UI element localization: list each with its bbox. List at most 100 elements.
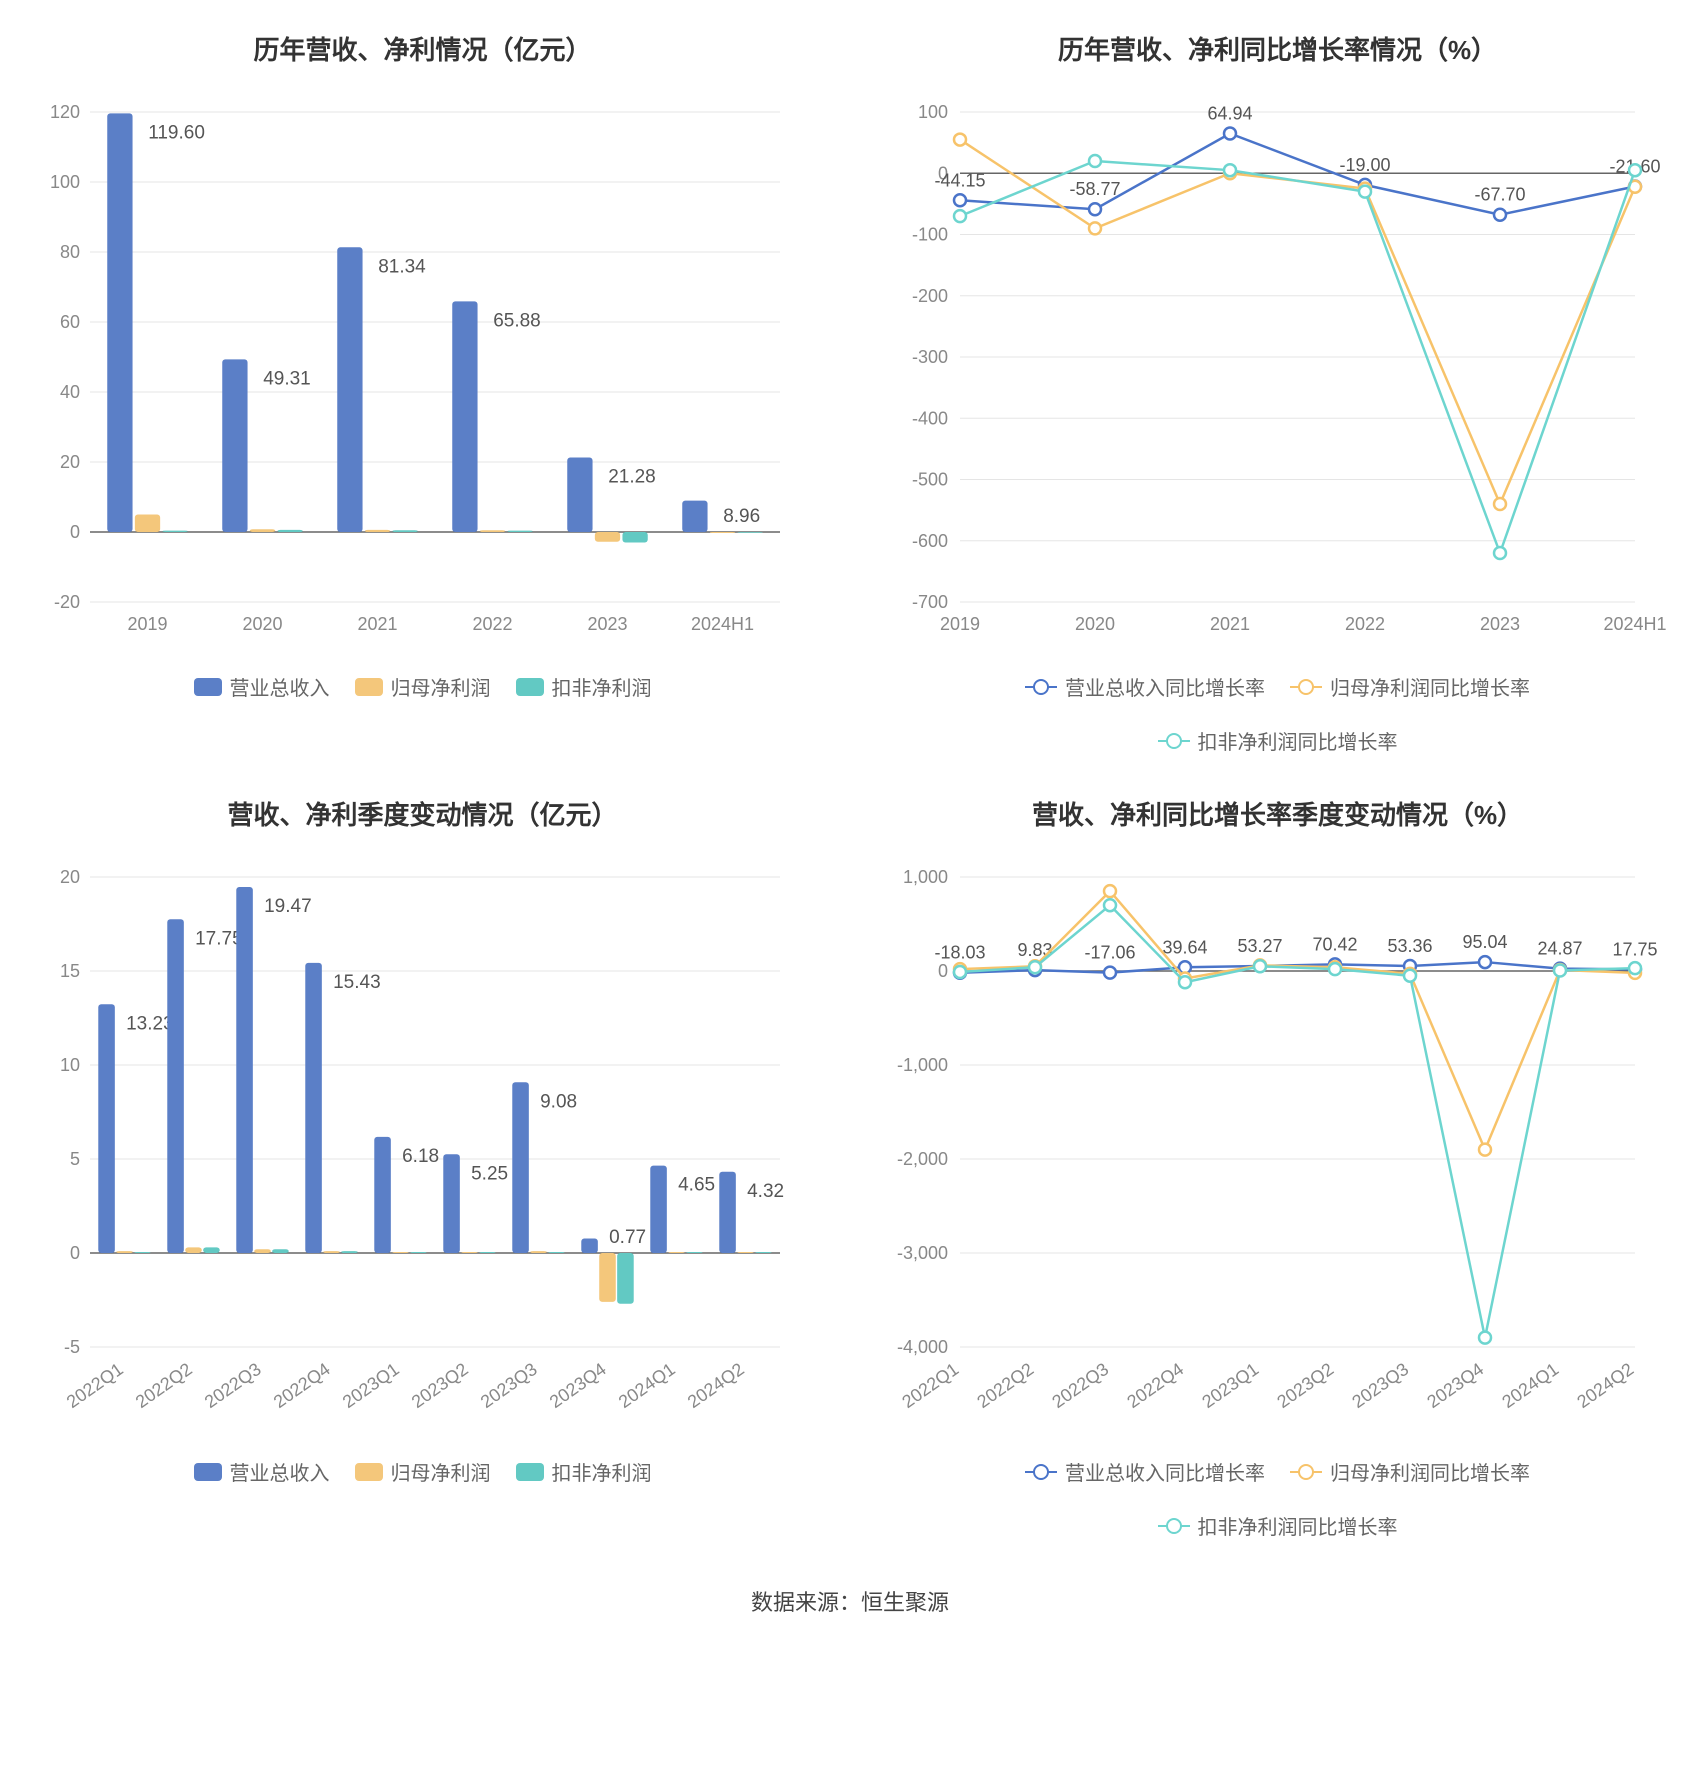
legend-quarterly-bar: 营业总收入 归母净利润 扣非净利润 [194,1457,652,1486]
svg-text:2023: 2023 [587,614,627,634]
svg-text:65.88: 65.88 [493,310,541,331]
legend-label: 营业总收入 [230,672,330,701]
svg-text:95.04: 95.04 [1462,932,1507,952]
svg-text:-67.70: -67.70 [1474,185,1525,205]
svg-text:15: 15 [60,961,80,981]
panel-title: 历年营收、净利情况（亿元） [253,30,591,67]
svg-text:2022Q4: 2022Q4 [1123,1359,1187,1412]
svg-text:-17.06: -17.06 [1084,943,1135,963]
svg-text:64.94: 64.94 [1207,103,1252,123]
svg-text:21.28: 21.28 [608,467,656,488]
svg-text:10: 10 [60,1055,80,1075]
svg-text:-5: -5 [64,1337,80,1357]
svg-text:-44.15: -44.15 [934,170,985,190]
panel-annual-bar: 历年营收、净利情况（亿元） -20020406080100120119.6020… [20,30,825,755]
legend-swatch [1290,686,1322,688]
svg-text:100: 100 [918,102,948,122]
legend-item: 营业总收入 [194,672,330,701]
legend-item: 营业总收入 [194,1457,330,1486]
svg-text:2022: 2022 [1345,614,1385,634]
svg-text:-19.00: -19.00 [1339,155,1390,175]
legend-label: 扣非净利润 [552,1457,652,1486]
svg-text:20: 20 [60,452,80,472]
panel-title: 营收、净利同比增长率季度变动情况（%） [1032,795,1523,832]
svg-text:2024Q2: 2024Q2 [1573,1359,1637,1412]
svg-text:2024H1: 2024H1 [691,614,754,634]
legend-annual-bar: 营业总收入 归母净利润 扣非净利润 [194,672,652,701]
svg-text:53.36: 53.36 [1387,936,1432,956]
legend-item: 扣非净利润 [516,1457,652,1486]
svg-text:-500: -500 [912,470,948,490]
svg-text:-18.03: -18.03 [934,943,985,963]
svg-text:-2,000: -2,000 [897,1149,948,1169]
svg-text:4.65: 4.65 [678,1175,715,1196]
svg-text:9.08: 9.08 [540,1091,577,1112]
svg-text:5: 5 [70,1149,80,1169]
svg-text:-400: -400 [912,408,948,428]
svg-text:-3,000: -3,000 [897,1243,948,1263]
svg-text:1,000: 1,000 [903,867,948,887]
legend-swatch [355,678,383,696]
svg-text:-4,000: -4,000 [897,1337,948,1357]
legend-label: 归母净利润 [391,672,491,701]
svg-text:81.34: 81.34 [378,256,426,277]
svg-text:53.27: 53.27 [1237,936,1282,956]
svg-text:2022Q3: 2022Q3 [201,1359,265,1412]
svg-text:100: 100 [50,172,80,192]
svg-text:2022Q1: 2022Q1 [898,1359,962,1412]
svg-text:5.25: 5.25 [471,1163,508,1184]
legend-item: 归母净利润同比增长率 [1290,672,1530,701]
svg-text:39.64: 39.64 [1162,937,1207,957]
legend-swatch [1290,1471,1322,1473]
svg-text:70.42: 70.42 [1312,934,1357,954]
svg-text:2020: 2020 [1075,614,1115,634]
svg-text:119.60: 119.60 [148,122,205,143]
legend-swatch [1025,1471,1057,1473]
legend-label: 扣非净利润同比增长率 [1198,726,1398,755]
legend-label: 扣非净利润同比增长率 [1198,1511,1398,1540]
panel-quarterly-bar: 营收、净利季度变动情况（亿元） -50510152013.232022Q117.… [20,795,825,1540]
svg-text:-100: -100 [912,225,948,245]
svg-text:-300: -300 [912,347,948,367]
svg-text:2024H1: 2024H1 [1603,614,1666,634]
chart-grid: 历年营收、净利情况（亿元） -20020406080100120119.6020… [20,30,1680,1540]
legend-swatch [1158,740,1190,742]
svg-text:2024Q2: 2024Q2 [684,1359,748,1412]
svg-text:120: 120 [50,102,80,122]
svg-text:2023: 2023 [1480,614,1520,634]
legend-swatch [1158,1525,1190,1527]
legend-item: 归母净利润 [355,672,491,701]
svg-text:2023Q3: 2023Q3 [477,1359,541,1412]
legend-label: 扣非净利润 [552,672,652,701]
svg-text:2022Q4: 2022Q4 [270,1359,334,1412]
svg-text:0.77: 0.77 [609,1227,646,1248]
svg-text:2023Q2: 2023Q2 [408,1359,472,1412]
svg-text:2022Q3: 2022Q3 [1048,1359,1112,1412]
svg-text:0: 0 [938,961,948,981]
chart-quarterly-line: -4,000-3,000-2,000-1,00001,000-18.039.83… [875,857,1680,1437]
panel-title: 营收、净利季度变动情况（亿元） [227,795,617,832]
svg-text:20: 20 [60,867,80,887]
svg-text:2022: 2022 [472,614,512,634]
svg-text:2019: 2019 [127,614,167,634]
legend-label: 归母净利润同比增长率 [1330,1457,1530,1486]
svg-text:8.96: 8.96 [723,506,760,527]
svg-text:2023Q1: 2023Q1 [339,1359,403,1412]
svg-text:-1,000: -1,000 [897,1055,948,1075]
svg-text:2021: 2021 [357,614,397,634]
svg-text:0: 0 [70,1243,80,1263]
legend-annual-line: 营业总收入同比增长率归母净利润同比增长率扣非净利润同比增长率 [928,672,1628,755]
legend-swatch [194,678,222,696]
svg-text:2019: 2019 [940,614,980,634]
legend-item: 营业总收入同比增长率 [1025,672,1265,701]
legend-swatch [516,1463,544,1481]
legend-label: 归母净利润 [391,1457,491,1486]
svg-text:2023Q3: 2023Q3 [1348,1359,1412,1412]
svg-text:24.87: 24.87 [1537,939,1582,959]
svg-text:15.43: 15.43 [333,972,381,993]
legend-item: 扣非净利润 [516,672,652,701]
svg-text:-20: -20 [54,592,80,612]
svg-text:49.31: 49.31 [263,368,311,389]
chart-quarterly-bar: -50510152013.232022Q117.752022Q219.47202… [20,857,825,1437]
svg-text:0: 0 [70,522,80,542]
